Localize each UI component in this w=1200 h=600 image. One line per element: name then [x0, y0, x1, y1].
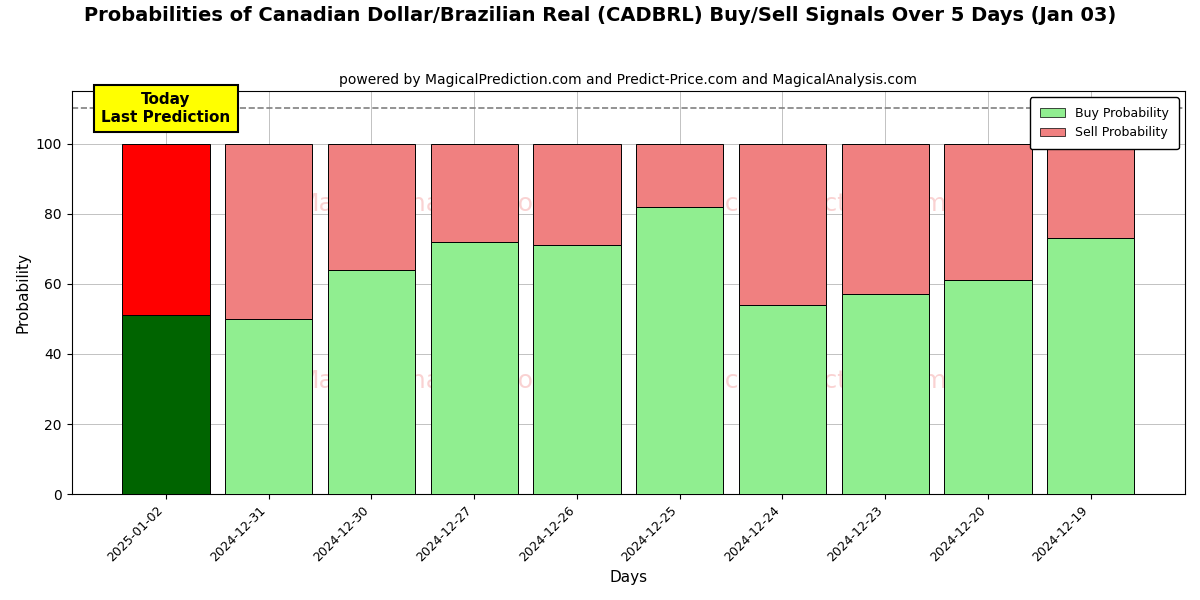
- Bar: [328, 143, 415, 270]
- Text: Today
Last Prediction: Today Last Prediction: [101, 92, 230, 125]
- Y-axis label: Probability: Probability: [16, 252, 30, 333]
- Bar: [328, 270, 415, 494]
- Bar: [739, 143, 826, 305]
- Bar: [739, 305, 826, 494]
- Bar: [636, 143, 724, 206]
- Bar: [841, 295, 929, 494]
- Bar: [226, 319, 312, 494]
- Bar: [841, 143, 929, 295]
- Bar: [226, 143, 312, 319]
- Bar: [122, 316, 210, 494]
- Legend: Buy Probability, Sell Probability: Buy Probability, Sell Probability: [1030, 97, 1178, 149]
- Bar: [533, 245, 620, 494]
- Bar: [636, 206, 724, 494]
- Text: MagicalAnalysis.com: MagicalAnalysis.com: [298, 370, 558, 394]
- Bar: [431, 143, 518, 242]
- Bar: [431, 242, 518, 494]
- Title: powered by MagicalPrediction.com and Predict-Price.com and MagicalAnalysis.com: powered by MagicalPrediction.com and Pre…: [340, 73, 917, 87]
- Text: Probabilities of Canadian Dollar/Brazilian Real (CADBRL) Buy/Sell Signals Over 5: Probabilities of Canadian Dollar/Brazili…: [84, 6, 1116, 25]
- Text: MagicalPrediction.com: MagicalPrediction.com: [666, 192, 947, 216]
- Bar: [1048, 238, 1134, 494]
- Text: MagicalPrediction.com: MagicalPrediction.com: [666, 370, 947, 394]
- X-axis label: Days: Days: [610, 570, 647, 585]
- Bar: [122, 143, 210, 316]
- Bar: [944, 143, 1032, 280]
- Bar: [533, 143, 620, 245]
- Bar: [944, 280, 1032, 494]
- Text: MagicalAnalysis.com: MagicalAnalysis.com: [298, 192, 558, 216]
- Bar: [1048, 143, 1134, 238]
